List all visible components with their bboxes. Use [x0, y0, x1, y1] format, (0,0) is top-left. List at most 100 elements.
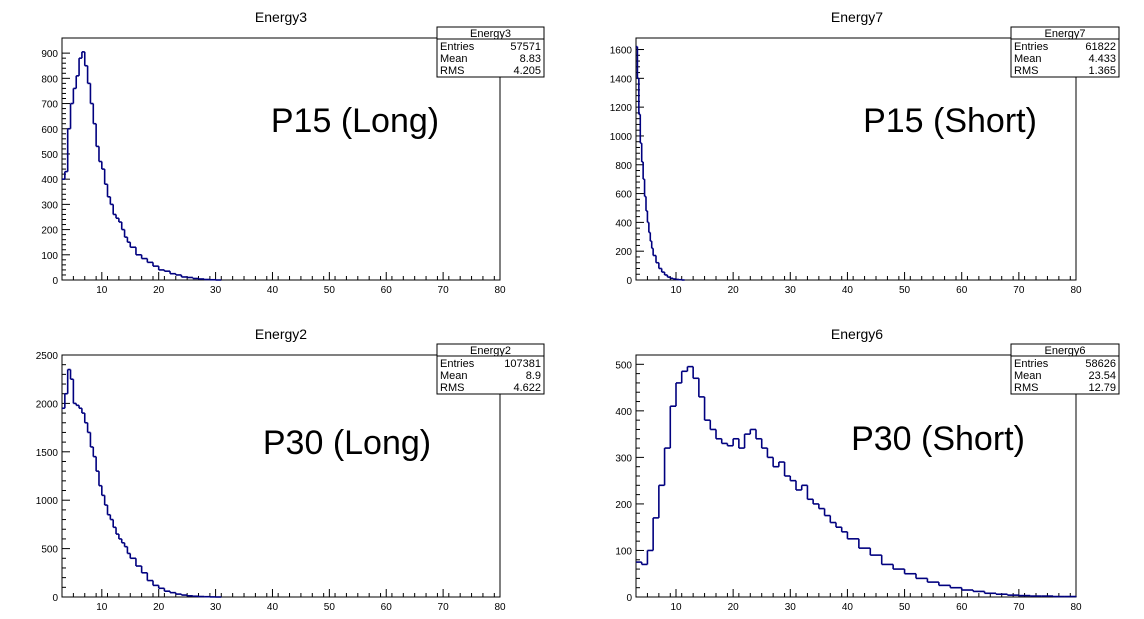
stats-label: Mean	[440, 370, 468, 382]
y-tick-label: 500	[615, 360, 632, 371]
x-tick-label: 60	[381, 285, 393, 296]
y-tick-label: 100	[41, 251, 58, 262]
x-tick-label: 80	[1070, 285, 1082, 296]
y-tick-label: 0	[52, 593, 58, 604]
y-tick-label: 0	[52, 276, 58, 287]
stats-label: Entries	[440, 41, 475, 53]
y-tick-label: 1600	[610, 46, 633, 57]
stats-label: RMS	[440, 382, 464, 394]
y-tick-label: 0	[626, 593, 632, 604]
stats-name: Energy7	[1045, 28, 1086, 40]
stats-name: Energy3	[470, 28, 511, 40]
x-tick-label: 10	[670, 285, 682, 296]
histogram-panel-2: Energy7 0 200 400 600 800 1000 1200 1400 1600 10 20…	[610, 9, 1120, 296]
stats-name: Energy2	[470, 345, 511, 357]
y-tick-label: 200	[615, 500, 632, 511]
y-tick-label: 0	[626, 276, 632, 287]
y-tick-label: 1200	[610, 103, 633, 114]
x-tick-label: 70	[1013, 285, 1025, 296]
chart-title: Energy6	[831, 326, 883, 342]
x-tick-label: 50	[899, 285, 911, 296]
plot-frame	[635, 354, 1077, 598]
x-tick-label: 50	[324, 285, 336, 296]
y-tick-label: 1400	[610, 74, 633, 85]
x-tick-label: 50	[899, 602, 911, 613]
x-tick-label: 60	[956, 602, 968, 613]
stats-label: Entries	[1014, 358, 1049, 370]
x-tick-label: 10	[670, 602, 682, 613]
x-tick-label: 10	[96, 602, 108, 613]
stats-value: 107381	[504, 358, 541, 370]
y-tick-label: 800	[615, 161, 632, 172]
y-tick-label: 1500	[36, 448, 59, 459]
x-tick-label: 40	[842, 285, 854, 296]
y-tick-label: 100	[615, 546, 632, 557]
x-tick-label: 20	[153, 285, 165, 296]
stats-label: RMS	[440, 65, 464, 77]
x-tick-label: 30	[210, 285, 222, 296]
stats-label: Mean	[440, 53, 468, 65]
x-tick-label: 50	[324, 602, 336, 613]
plot-frame	[61, 354, 501, 598]
stats-name: Energy6	[1045, 345, 1086, 357]
stats-value: 58626	[1085, 358, 1116, 370]
x-tick-label: 30	[210, 602, 222, 613]
x-tick-label: 20	[153, 602, 165, 613]
x-tick-label: 70	[438, 285, 450, 296]
plot-frame	[61, 37, 501, 281]
y-tick-label: 600	[41, 125, 58, 136]
histogram-panel-1: Energy3 0 100 200 300 400 500 600 700 800 900 10 20 3…	[41, 9, 545, 296]
x-tick-label: 20	[728, 602, 740, 613]
x-tick-label: 40	[842, 602, 854, 613]
x-tick-label: 30	[785, 602, 797, 613]
stats-value: 23.54	[1088, 370, 1116, 382]
y-tick-label: 600	[615, 190, 632, 201]
panel-annotation: P30 (Short)	[851, 420, 1025, 458]
y-tick-label: 1000	[610, 132, 633, 143]
y-tick-label: 900	[41, 49, 58, 60]
y-tick-label: 1000	[36, 496, 59, 507]
histogram-panel-3: Energy2 0 500 1000 1500 2000 2500 10 20 30 40 50 60 7…	[36, 326, 545, 613]
y-tick-label: 2500	[36, 351, 59, 362]
stats-value: 4.433	[1088, 53, 1116, 65]
x-tick-label: 60	[381, 602, 393, 613]
x-tick-label: 20	[728, 285, 740, 296]
x-tick-label: 70	[438, 602, 450, 613]
x-tick-label: 40	[267, 602, 279, 613]
y-tick-label: 300	[41, 200, 58, 211]
chart-title: Energy3	[255, 9, 307, 25]
panel-annotation: P15 (Short)	[863, 102, 1037, 140]
y-tick-label: 400	[615, 218, 632, 229]
y-tick-label: 500	[41, 150, 58, 161]
x-tick-label: 60	[956, 285, 968, 296]
stats-label: Entries	[1014, 41, 1049, 53]
stats-label: RMS	[1014, 65, 1038, 77]
y-tick-label: 300	[615, 453, 632, 464]
stats-box	[1010, 343, 1120, 395]
stats-label: RMS	[1014, 382, 1038, 394]
stats-value: 1.365	[1088, 65, 1116, 77]
y-tick-label: 800	[41, 74, 58, 85]
x-tick-label: 10	[96, 285, 108, 296]
x-tick-label: 80	[1070, 602, 1082, 613]
stats-value: 4.622	[513, 382, 541, 394]
y-tick-label: 200	[41, 226, 58, 237]
x-tick-label: 80	[494, 602, 506, 613]
chart-title: Energy2	[255, 326, 307, 342]
x-tick-label: 30	[785, 285, 797, 296]
x-tick-label: 70	[1013, 602, 1025, 613]
stats-value: 8.9	[526, 370, 541, 382]
stats-box	[436, 343, 545, 395]
y-tick-label: 400	[615, 407, 632, 418]
histogram-panel-4: Energy6 0 100 200 300 400 500 10 20 30 40 50 60 70 80 E…	[615, 326, 1120, 613]
stats-value: 61822	[1085, 41, 1116, 53]
stats-value: 12.79	[1088, 382, 1116, 394]
stats-value: 4.205	[513, 65, 541, 77]
stats-label: Entries	[440, 358, 475, 370]
stats-label: Mean	[1014, 53, 1042, 65]
y-tick-label: 2000	[36, 399, 59, 410]
stats-value: 57571	[510, 41, 541, 53]
stats-box	[1010, 26, 1120, 78]
stats-box	[436, 26, 545, 78]
